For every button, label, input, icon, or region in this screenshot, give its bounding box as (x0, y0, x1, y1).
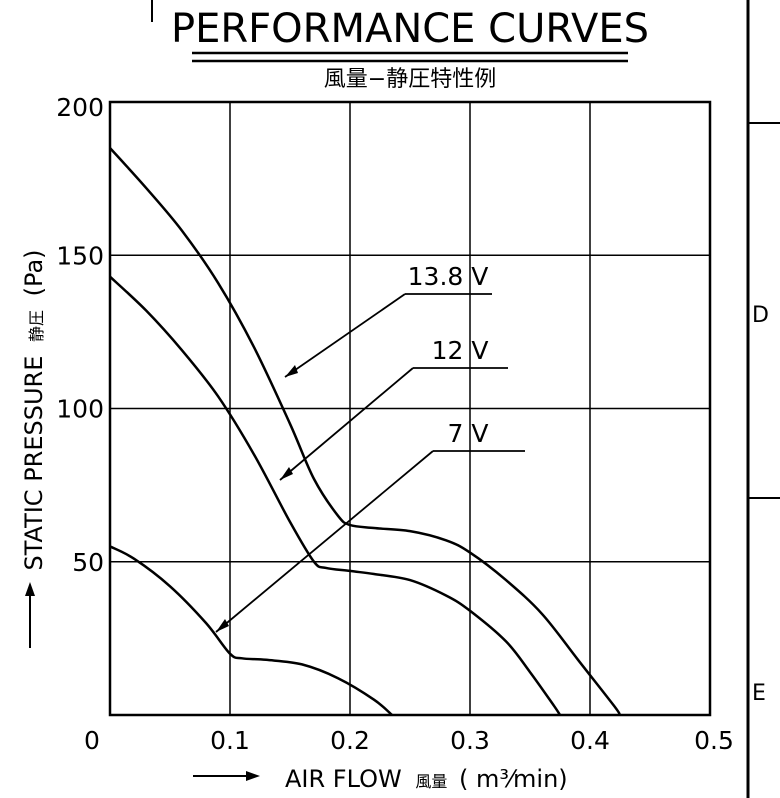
plot-frame (108, 100, 712, 717)
y-tick-label: 150 (56, 241, 104, 270)
y-axis-label-jp: 静圧 (27, 310, 46, 342)
series-line-7-v (109, 545, 393, 716)
series-line-13-8-v (109, 147, 622, 716)
x-axis-arrow (193, 771, 260, 781)
y-tick-label: 50 (72, 548, 104, 577)
x-tick-label: 0.4 (570, 726, 610, 755)
svg-text:STATIC PRESSURE 静圧: STATIC PRESSURE 静圧 (Pa) (20, 249, 48, 570)
annotation-13-8v: 13.8 V (284, 262, 492, 378)
leader-12v (279, 367, 414, 481)
x-tick-labels: 0 0.1 0.2 0.3 0.4 0.5 (84, 726, 734, 755)
leader-7v (215, 450, 434, 633)
x-tick-label: 0.2 (330, 726, 370, 755)
x-tick-label: 0.1 (210, 726, 250, 755)
chart-title: PERFORMANCE CURVES (171, 6, 649, 52)
grid (109, 101, 711, 716)
arrowhead-13-8v (285, 365, 298, 377)
x-tick-label: 0.3 (450, 726, 490, 755)
x-axis-label: AIR FLOW 風量 ( m³⁄min) (285, 765, 568, 793)
x-axis-label-main: AIR FLOW (285, 765, 402, 793)
arrowhead-12v (280, 467, 293, 480)
label-13-8v: 13.8 V (408, 262, 489, 291)
leader-13-8v (284, 293, 406, 378)
y-tick-label: 100 (56, 395, 104, 424)
annotation-7v: 7 V (215, 419, 525, 633)
x-axis-label-unit: ( m³⁄min) (459, 765, 568, 793)
label-12v: 12 V (432, 336, 489, 365)
label-7v: 7 V (448, 419, 489, 448)
y-axis-arrow (25, 582, 35, 648)
x-tick-label: 0 (84, 726, 100, 755)
y-axis-label-main: STATIC PRESSURE (20, 356, 48, 571)
y-tick-labels: 50 100 150 200 (56, 93, 104, 577)
x-tick-label: 0.5 (694, 726, 734, 755)
margin-letter-e: E (752, 681, 766, 706)
margin-letter-d: D (752, 303, 769, 328)
annotation-12v: 12 V (279, 336, 508, 481)
chart-subtitle: 風量−静圧特性例 (324, 67, 496, 92)
arrowhead-7v (216, 619, 229, 632)
y-axis-label: STATIC PRESSURE 静圧 (Pa) (20, 249, 48, 570)
x-axis-label-jp: 風量 (415, 772, 447, 791)
y-axis-label-unit: (Pa) (20, 249, 48, 296)
series-curves (109, 147, 622, 716)
series-line-12-v (109, 275, 562, 716)
y-tick-label: 200 (56, 93, 104, 122)
